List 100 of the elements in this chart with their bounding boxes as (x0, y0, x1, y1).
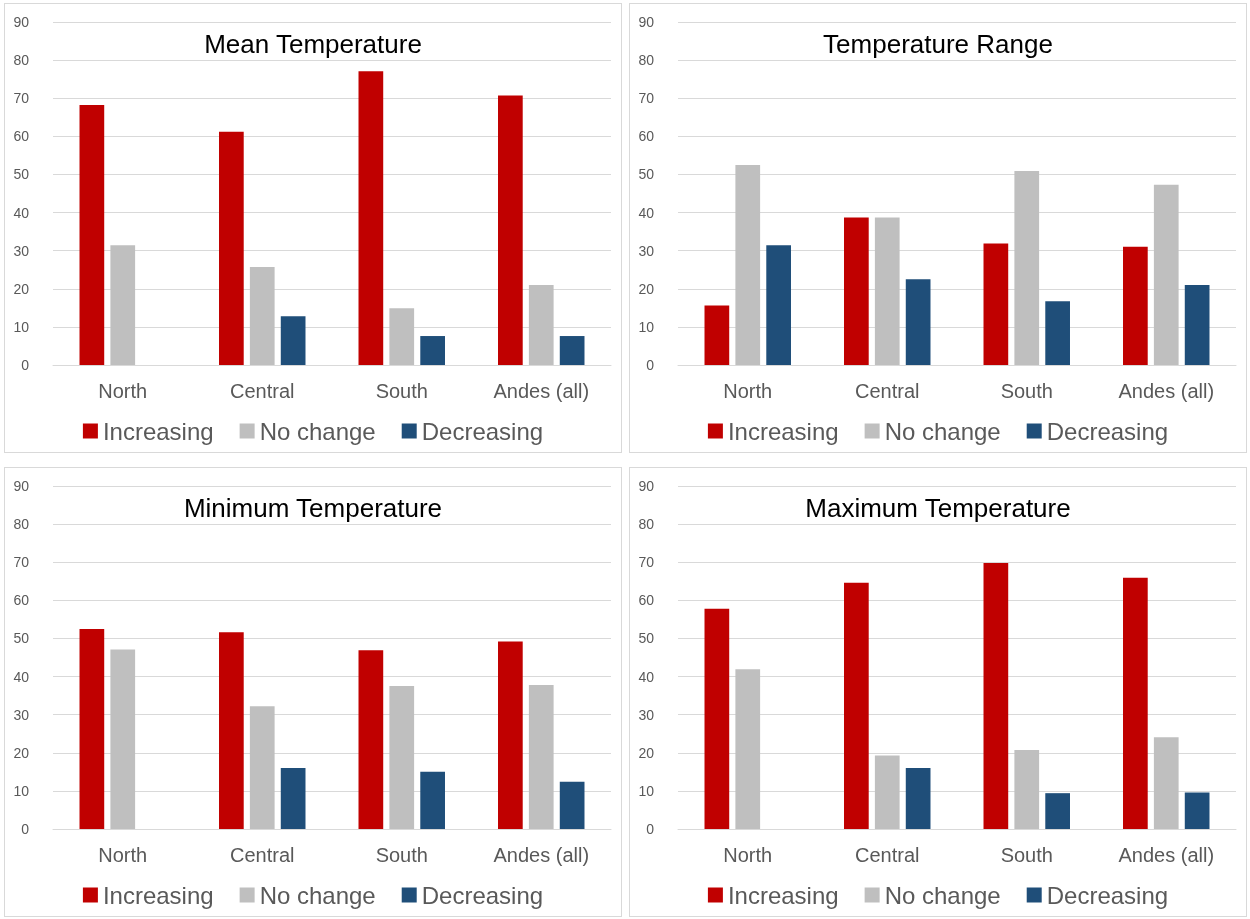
bar (389, 308, 415, 365)
legend-label: Decreasing (421, 417, 544, 445)
y-tick-label: 70 (13, 553, 30, 570)
bar (358, 649, 384, 829)
y-tick-label: 80 (638, 515, 655, 532)
y-tick-label: 0 (646, 820, 655, 837)
bar (983, 562, 1009, 829)
bar (905, 767, 931, 829)
bar (704, 608, 730, 829)
bar (559, 336, 585, 365)
bar (528, 284, 554, 365)
legend-label: Decreasing (1046, 881, 1169, 908)
bar (983, 243, 1009, 365)
bar (110, 245, 136, 365)
x-tick-label: South (375, 380, 428, 402)
bar (110, 649, 136, 829)
bar (766, 245, 791, 365)
y-tick-label: 10 (638, 318, 655, 335)
bar (1123, 577, 1148, 829)
x-tick-label: Central (230, 380, 295, 402)
bar (844, 217, 869, 365)
y-tick-label: 20 (13, 280, 30, 297)
legend-label: Increasing (102, 881, 214, 908)
bar (874, 217, 900, 365)
x-tick-label: South (1000, 843, 1053, 866)
legend-label: No change (259, 881, 376, 908)
chart-title: Temperature Range (823, 29, 1053, 59)
bar (1153, 184, 1179, 365)
y-tick-label: 20 (638, 744, 655, 761)
y-tick-label: 70 (13, 90, 30, 107)
bar (219, 631, 244, 829)
y-tick-label: 40 (13, 668, 30, 685)
bar (905, 279, 931, 365)
legend-label: Increasing (102, 417, 214, 445)
legend-label: Decreasing (421, 881, 544, 908)
legend-label: Increasing (727, 881, 839, 908)
bar (498, 640, 523, 829)
legend-label: No change (259, 417, 376, 445)
y-tick-label: 30 (638, 706, 655, 723)
bar (420, 771, 445, 829)
bar (1045, 792, 1070, 829)
y-tick-label: 70 (638, 90, 655, 107)
x-tick-label: Central (855, 380, 920, 402)
bar (498, 95, 523, 365)
bar (249, 705, 275, 829)
chart-title: Minimum Temperature (183, 492, 443, 523)
y-tick-label: 10 (13, 318, 30, 335)
bar (1014, 171, 1040, 365)
y-tick-label: 30 (13, 242, 30, 259)
y-tick-label: 10 (13, 782, 30, 799)
y-tick-label: 60 (13, 128, 30, 145)
y-tick-label: 80 (638, 52, 655, 69)
bar (1123, 246, 1148, 365)
y-tick-label: 50 (13, 166, 30, 183)
y-tick-label: 40 (13, 204, 30, 221)
y-tick-label: 50 (638, 629, 655, 646)
y-tick-label: 50 (638, 166, 655, 183)
legend-label: Decreasing (1046, 417, 1169, 445)
legend-label: Increasing (727, 417, 839, 445)
y-tick-label: 60 (638, 591, 655, 608)
x-tick-label: South (375, 843, 428, 866)
x-tick-label: Central (230, 843, 295, 866)
bar (219, 131, 244, 365)
y-tick-label: 80 (13, 515, 30, 532)
y-tick-label: 90 (13, 477, 30, 494)
bar (844, 582, 869, 829)
y-tick-label: 50 (13, 629, 30, 646)
y-tick-label: 60 (13, 591, 30, 608)
legend-label: No change (884, 417, 1001, 445)
y-tick-label: 40 (638, 204, 655, 221)
x-tick-label: Andes (all) (1118, 380, 1215, 402)
chart-title: Maximum Temperature (805, 492, 1071, 523)
y-tick-label: 20 (13, 744, 30, 761)
bar (1184, 284, 1210, 365)
bar (1153, 736, 1179, 829)
y-tick-label: 90 (638, 14, 655, 30)
y-tick-label: 10 (638, 782, 655, 799)
y-tick-label: 90 (638, 477, 655, 494)
x-tick-label: North (723, 380, 773, 402)
bar (249, 267, 275, 365)
bar (559, 781, 585, 829)
x-tick-label: South (1000, 380, 1053, 402)
bar (704, 305, 730, 365)
bar (280, 767, 306, 829)
x-tick-label: North (98, 380, 148, 402)
bar (528, 684, 554, 829)
bar (79, 105, 105, 365)
y-tick-label: 70 (638, 553, 655, 570)
bar (1184, 791, 1210, 829)
bar (358, 71, 384, 365)
bar (79, 628, 105, 829)
x-tick-label: Andes (all) (493, 380, 590, 402)
x-tick-label: Andes (all) (1118, 843, 1215, 866)
bar (1045, 301, 1070, 365)
y-tick-label: 0 (21, 357, 30, 373)
x-tick-label: Central (855, 843, 920, 866)
legend-label: No change (884, 881, 1001, 908)
bar (735, 668, 761, 829)
y-tick-label: 60 (638, 128, 655, 145)
x-tick-label: North (98, 843, 148, 866)
